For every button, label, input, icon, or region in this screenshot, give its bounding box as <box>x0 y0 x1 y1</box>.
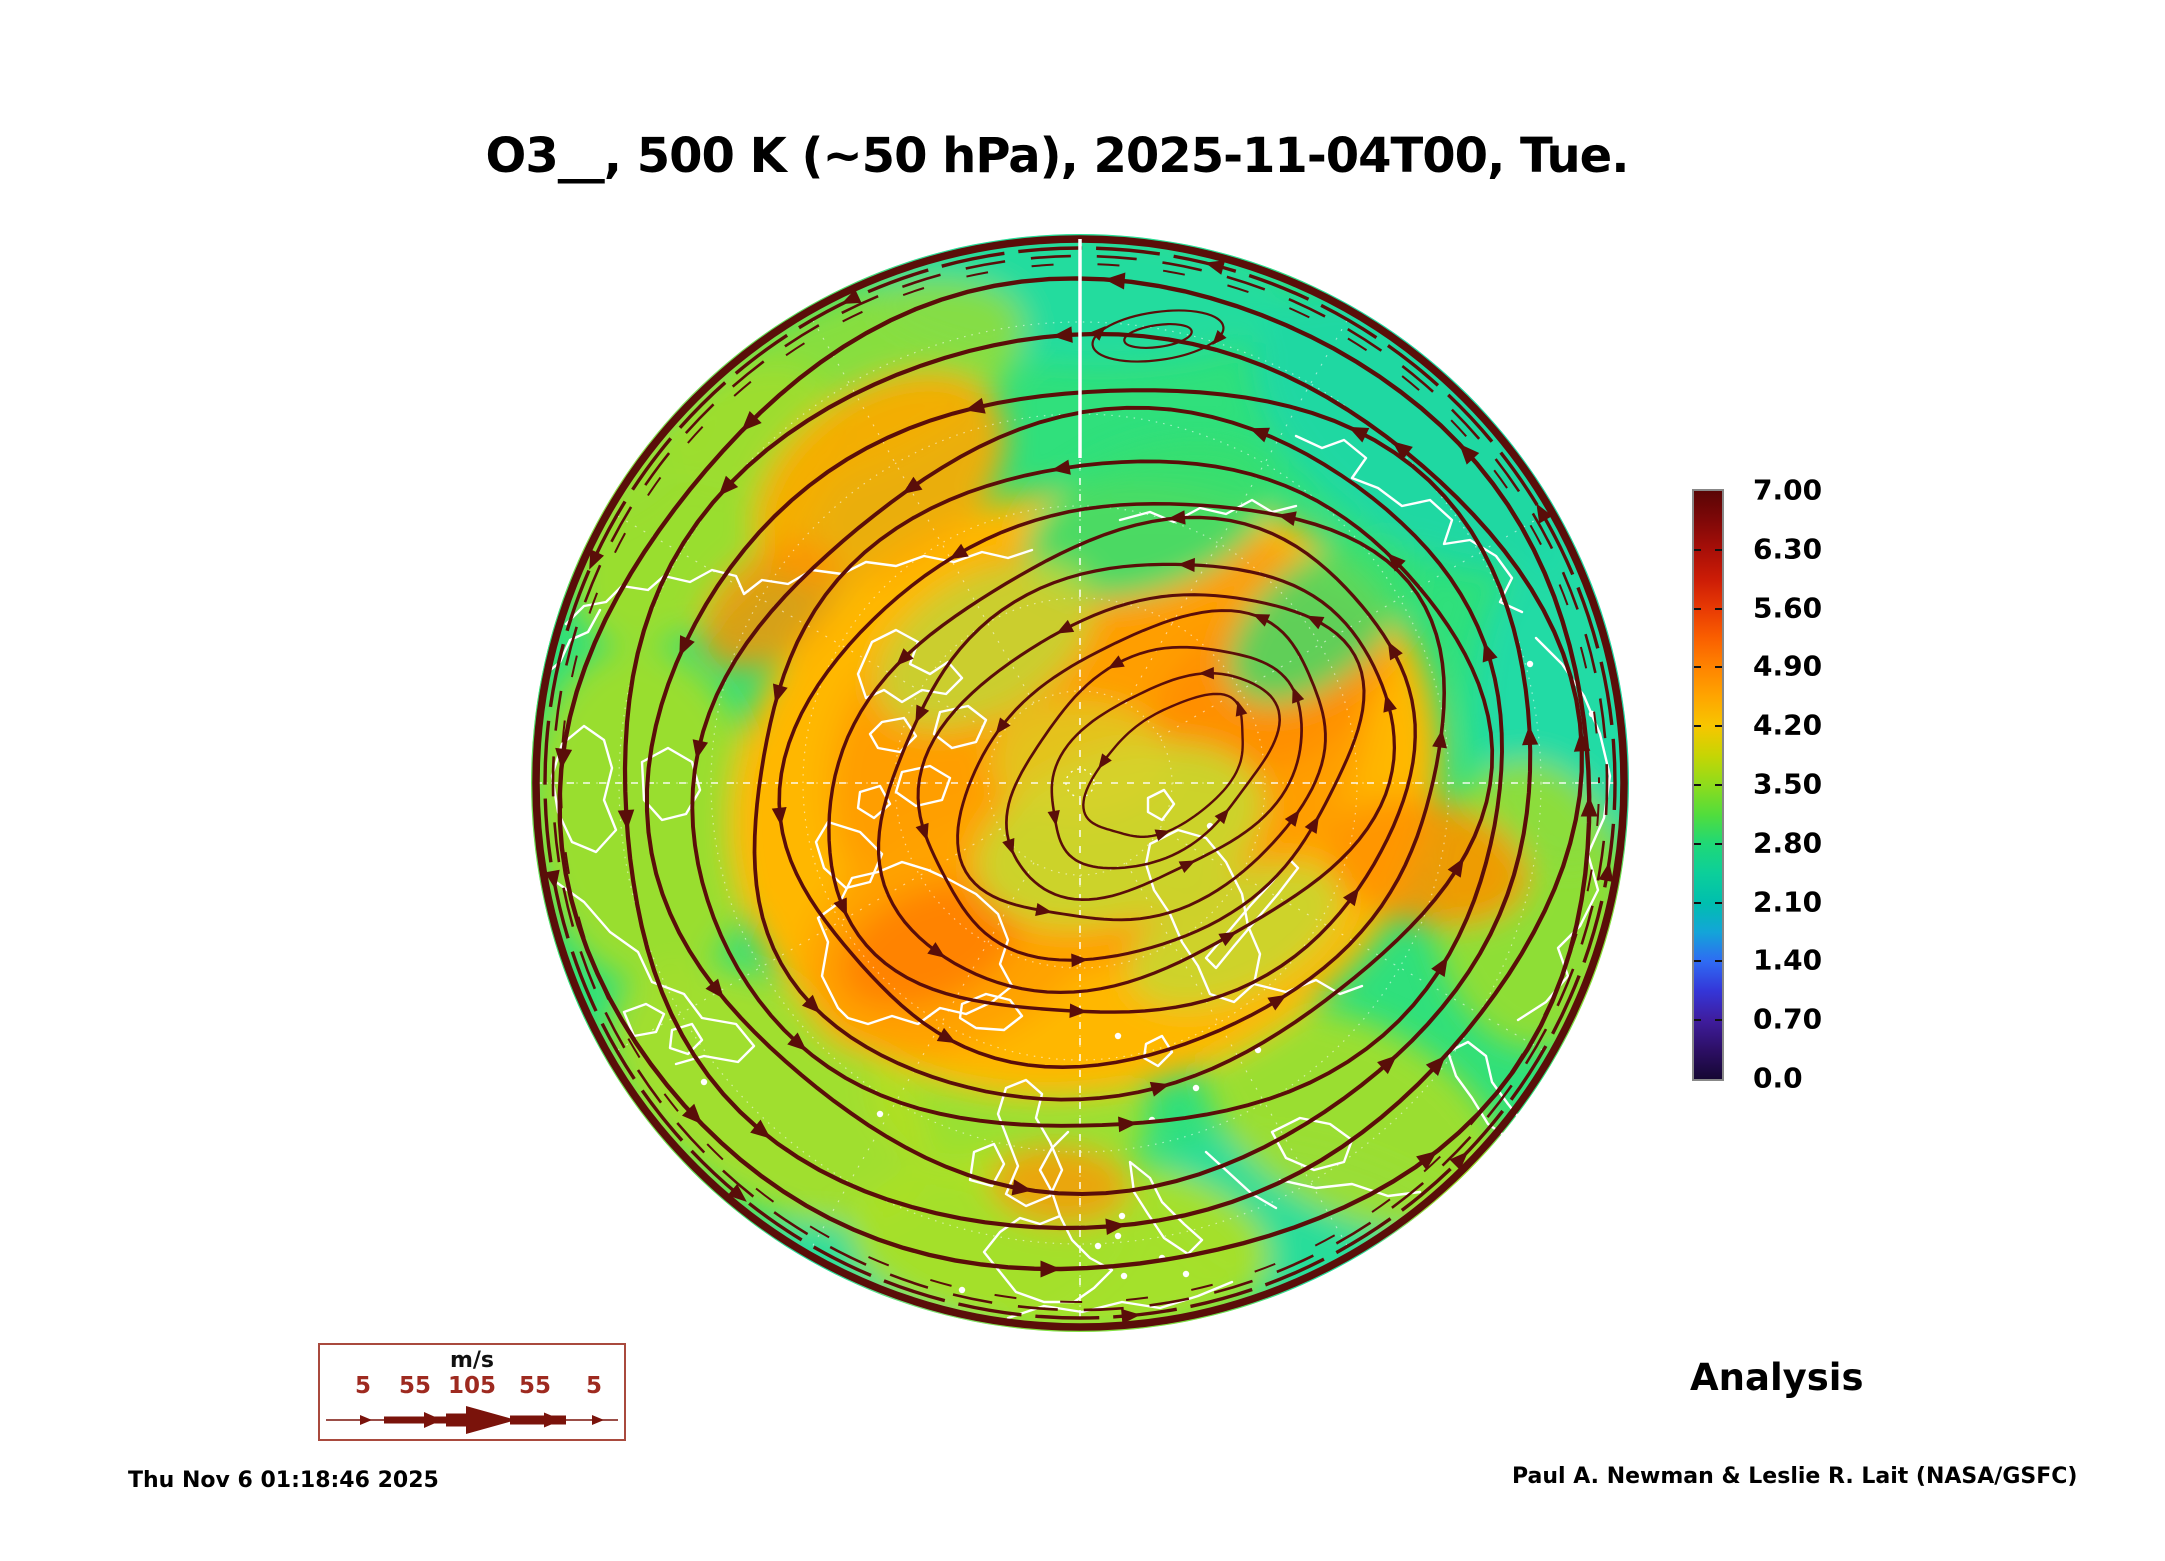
colorbar-tick <box>1694 842 1701 845</box>
colorbar-tick <box>1715 607 1722 610</box>
colorbar-tick-label: 2.10 <box>1753 885 1823 919</box>
colorbar-tick <box>1694 607 1701 610</box>
colorbar-tick <box>1694 725 1701 728</box>
wind-arrow-scale-glyph <box>326 1406 618 1434</box>
anticyclone-streamlines <box>1091 309 1225 363</box>
plot-title: O3__, 500 K (~50 hPa), 2025-11-04T00, Tu… <box>485 128 1630 184</box>
wind-speed-label: 105 <box>447 1373 497 1399</box>
colorbar-tick-labels: 7.00 6.30 5.60 4.90 4.20 3.50 2.80 2.10 1.40 0.70… <box>1753 474 1873 1095</box>
colorbar-gradient <box>1692 489 1724 1081</box>
colorbar-tick <box>1715 842 1722 845</box>
wind-speed-label: 5 <box>354 1373 372 1399</box>
colorbar-tick-label: 7.00 <box>1753 473 1823 507</box>
colorbar-tick <box>1694 901 1701 904</box>
wind-legend-units: m/s <box>449 1348 495 1373</box>
creation-timestamp: Thu Nov 6 01:18:46 2025 <box>128 1468 439 1493</box>
wind-legend-speed-labels: 5 55 105 55 5 <box>320 1373 624 1399</box>
colorbar-tick <box>1715 548 1722 551</box>
ozone-field <box>531 234 1629 1332</box>
wind-speed-label: 55 <box>398 1373 432 1399</box>
colorbar-tick <box>1694 960 1701 963</box>
colorbar-tick-label: 0.0 <box>1753 1061 1803 1095</box>
colorbar-tick <box>1694 666 1701 669</box>
wind-speed-label: 55 <box>518 1373 552 1399</box>
colorbar-tick-label: 4.20 <box>1753 708 1823 742</box>
colorbar-tick-label: 2.80 <box>1753 826 1823 860</box>
colorbar-tick-label: 4.90 <box>1753 649 1823 683</box>
colorbar-tick-label: 6.30 <box>1753 532 1823 566</box>
colorbar-tick <box>1715 666 1722 669</box>
colorbar-tick <box>1694 548 1701 551</box>
colorbar-tick-label: 5.60 <box>1753 591 1823 625</box>
colorbar-tick <box>1694 784 1701 786</box>
colorbar-tick-label: 3.50 <box>1753 767 1823 801</box>
streamline-arrowheads <box>544 260 1614 1324</box>
colorbar-tick <box>1715 725 1722 728</box>
colorbar-tick-label: 1.40 <box>1753 943 1823 977</box>
colorbar-tick <box>1694 1019 1701 1022</box>
colorbar-tick <box>1715 960 1722 963</box>
colorbar-tick <box>1715 1019 1722 1022</box>
colorbar-tick <box>1715 784 1722 786</box>
colorbar-tick-label: 0.70 <box>1753 1002 1823 1036</box>
analysis-label: Analysis <box>1690 1356 1864 1399</box>
colorbar-tick <box>1715 901 1722 904</box>
wind-speed-legend: m/s 5 55 105 55 5 <box>318 1343 626 1441</box>
wind-speed-label: 5 <box>585 1373 603 1399</box>
credit-attribution: Paul A. Newman & Leslie R. Lait (NASA/GS… <box>1512 1464 2078 1489</box>
